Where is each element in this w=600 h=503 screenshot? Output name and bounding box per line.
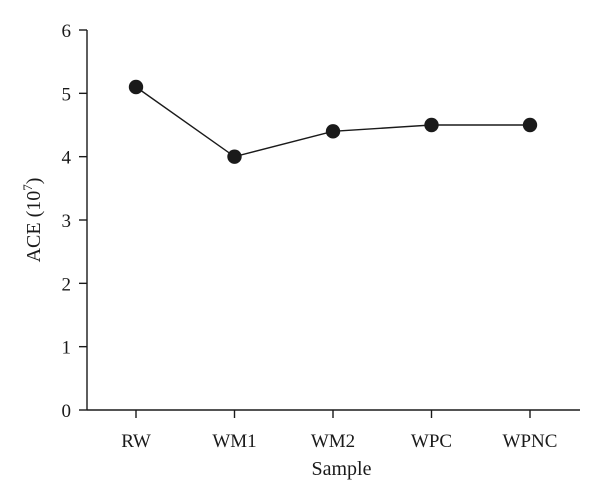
x-axis: RW WM1 WM2 WPC WPNC (87, 409, 580, 452)
x-axis-title: Sample (312, 458, 372, 480)
series-line (135, 86, 530, 158)
y-tick-label: 6 (62, 21, 72, 42)
x-tick-label: WM2 (311, 431, 355, 452)
y-axis-title-superscript: 7 (20, 184, 35, 191)
series-layer (128, 79, 538, 164)
data-point (227, 149, 242, 164)
x-tick-label: WM1 (212, 431, 256, 452)
y-tick-label: 3 (62, 211, 72, 232)
y-axis-title-close: ) (23, 178, 45, 185)
y-tick-label: 0 (62, 401, 72, 422)
data-point (325, 124, 341, 139)
x-tick-label: WPC (411, 431, 452, 452)
data-point (128, 79, 144, 95)
y-axis: 0 1 2 3 4 5 6 (62, 21, 88, 422)
x-tick-label: WPNC (503, 431, 558, 452)
data-point (424, 117, 439, 133)
y-tick-label: 4 (62, 148, 72, 169)
y-tick-label: 5 (62, 84, 72, 105)
x-tick-label: RW (121, 431, 151, 452)
y-tick-label: 1 (62, 338, 72, 359)
y-axis-title: ACE (107) (20, 178, 45, 263)
data-point (522, 117, 538, 133)
y-tick-label: 2 (62, 274, 72, 295)
y-axis-title-base: ACE (10 (23, 191, 45, 263)
